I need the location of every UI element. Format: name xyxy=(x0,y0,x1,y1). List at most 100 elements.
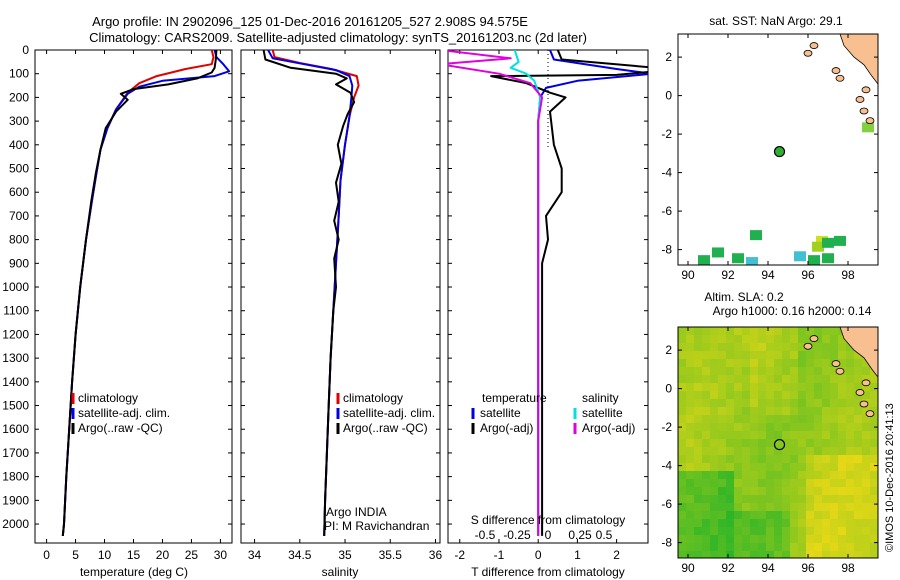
sla-cell xyxy=(790,495,798,503)
sla-cell xyxy=(782,335,790,343)
sla-cell xyxy=(806,415,814,423)
sla-cell xyxy=(734,375,742,383)
sla-cell xyxy=(838,383,846,391)
sla-cell xyxy=(686,439,694,447)
sla-cell xyxy=(710,551,718,558)
difference-panel: -2 -1 0 1 2 S difference from climatology -0… xyxy=(447,49,649,579)
legend-label: climatology xyxy=(78,391,138,405)
sla-cell xyxy=(774,383,782,391)
x-tick-label: 1 xyxy=(574,548,581,562)
sla-cell xyxy=(678,503,686,511)
profile-line xyxy=(448,50,544,536)
sla-cell xyxy=(838,535,846,543)
sla-cell xyxy=(734,343,742,351)
sla-cell xyxy=(798,407,806,415)
sst-map-content xyxy=(698,34,878,265)
sla-cell xyxy=(854,407,862,415)
depth-tick-label: 1900 xyxy=(2,493,29,507)
sla-cell xyxy=(830,471,838,479)
sla-cell xyxy=(710,383,718,391)
sla-cell xyxy=(846,471,854,479)
sst-map-axes: 90 92 94 96 98 -8 -6 -4 -2 0 2 xyxy=(661,34,878,282)
sla-cell xyxy=(742,375,750,383)
sla-cell xyxy=(726,351,734,359)
sla-cell xyxy=(766,527,774,535)
salinity-depth-ticks xyxy=(241,49,440,525)
sla-cell xyxy=(838,495,846,503)
sla-cell xyxy=(710,327,718,335)
sst-cell xyxy=(808,255,820,265)
sla-cell xyxy=(862,447,870,455)
sla-cell xyxy=(734,439,742,447)
sla-cell xyxy=(758,543,766,551)
lat-tick-label: 0 xyxy=(665,89,672,103)
sla-cell xyxy=(686,447,694,455)
sla-cell xyxy=(806,479,814,487)
sla-cell xyxy=(830,415,838,423)
sla-cell xyxy=(846,447,854,455)
sla-cell xyxy=(790,487,798,495)
sla-cell xyxy=(774,551,782,558)
sla-cell xyxy=(702,367,710,375)
sla-cell xyxy=(846,375,854,383)
sla-cell xyxy=(838,519,846,527)
profile-line xyxy=(61,50,218,537)
sla-cell xyxy=(742,447,750,455)
sla-cell xyxy=(678,407,686,415)
sla-cell xyxy=(798,383,806,391)
sla-cell xyxy=(854,463,862,471)
sla-cell xyxy=(766,423,774,431)
x-tick-label: 35 xyxy=(338,548,352,562)
sla-cell xyxy=(758,415,766,423)
sla-cell xyxy=(678,343,686,351)
temperature-panel: 0100200300400500600700800900100011001200… xyxy=(2,43,233,579)
sla-cell xyxy=(710,391,718,399)
sst-cell xyxy=(698,255,710,265)
sla-cell xyxy=(718,407,726,415)
sla-cell xyxy=(862,503,870,511)
sla-cell xyxy=(750,399,758,407)
sla-cell xyxy=(814,527,822,535)
x-tick-label: 25 xyxy=(185,548,199,562)
island xyxy=(809,42,819,49)
sla-cell xyxy=(790,439,798,447)
sla-cell xyxy=(862,367,870,375)
sla-cell xyxy=(854,423,862,431)
sla-cell xyxy=(758,367,766,375)
sla-cell xyxy=(686,463,694,471)
sla-cell xyxy=(678,383,686,391)
lat-tick-label: -6 xyxy=(661,497,672,511)
x-tick-label: 2 xyxy=(613,548,620,562)
island xyxy=(855,389,865,396)
sla-cell xyxy=(774,447,782,455)
sla-cell xyxy=(678,391,686,399)
sla-cell xyxy=(782,375,790,383)
sla-cell xyxy=(710,487,718,495)
sla-cell xyxy=(822,351,830,359)
sla-cell xyxy=(750,471,758,479)
sla-cell xyxy=(734,335,742,343)
sla-cell xyxy=(782,439,790,447)
sla-cell xyxy=(750,447,758,455)
depth-tick-label: 2000 xyxy=(2,517,29,531)
sla-cell xyxy=(814,511,822,519)
sla-cell xyxy=(694,535,702,543)
sla-cell xyxy=(718,455,726,463)
depth-tick-label: 400 xyxy=(9,138,29,152)
sla-cell xyxy=(766,439,774,447)
sla-cell xyxy=(726,479,734,487)
sla-cell xyxy=(870,535,878,543)
sst-cell xyxy=(712,247,724,258)
sla-cell xyxy=(734,423,742,431)
sla-cell xyxy=(718,551,726,558)
sla-cell xyxy=(742,391,750,399)
sla-cell xyxy=(830,503,838,511)
sla-cell xyxy=(718,439,726,447)
sla-cell xyxy=(846,431,854,439)
depth-tick-label: 1000 xyxy=(2,280,29,294)
sst-cell xyxy=(822,253,834,264)
sla-cell xyxy=(694,487,702,495)
sla-cell xyxy=(686,471,694,479)
sla-cells xyxy=(678,327,878,558)
sla-cell xyxy=(710,543,718,551)
